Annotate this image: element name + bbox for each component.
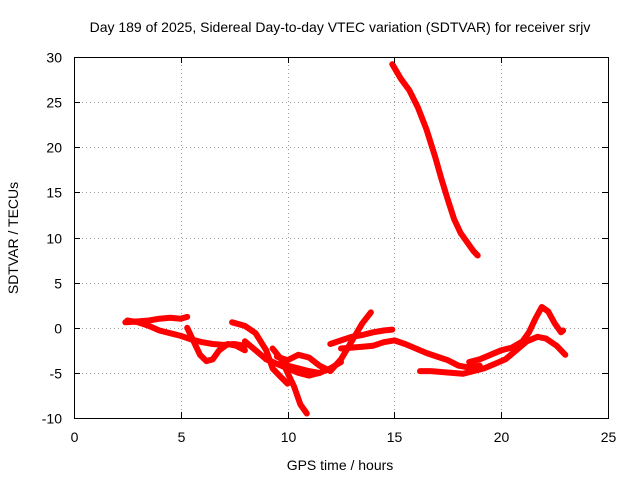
x-axis-label: GPS time / hours (287, 457, 394, 473)
series-line-sat-d (229, 319, 291, 387)
x-tick-label: 15 (387, 429, 403, 445)
series-line-sat-c (184, 324, 248, 365)
y-tick-label: 15 (46, 185, 62, 201)
x-tick-label: 20 (494, 429, 510, 445)
data-series (122, 61, 569, 417)
y-tick-label: 20 (46, 140, 62, 156)
series-line-sat-i (263, 356, 344, 379)
y-tick-label: 25 (46, 95, 62, 111)
x-tick-label: 10 (281, 429, 297, 445)
series-line-sat-g (273, 309, 374, 375)
series-line-sat-j (338, 337, 483, 371)
y-tick-labels: -10 -5 0 5 10 15 20 25 30 (42, 50, 62, 427)
x-tick-label: 5 (178, 429, 186, 445)
x-tick-labels: 0 5 10 15 20 25 (71, 429, 617, 445)
y-tick-label: 30 (46, 50, 62, 66)
y-axis-label: SDTVAR / TECUs (5, 182, 21, 294)
x-tick-label: 25 (601, 429, 617, 445)
axis-ticks (74, 57, 609, 419)
y-tick-label: 10 (46, 231, 62, 247)
x-tick-label: 0 (71, 429, 79, 445)
series-line-sat-h (327, 326, 396, 347)
y-tick-label: 0 (54, 321, 62, 337)
chart-title: Day 189 of 2025, Sidereal Day-to-day VTE… (90, 19, 591, 35)
series-line-sat-l (466, 304, 567, 365)
y-tick-label: -10 (42, 411, 62, 427)
y-tick-label: 5 (54, 276, 62, 292)
series-line-sat-k (417, 333, 569, 377)
gridlines (74, 57, 608, 418)
series-line-sat-m (389, 61, 481, 259)
y-tick-label: -5 (50, 366, 63, 382)
